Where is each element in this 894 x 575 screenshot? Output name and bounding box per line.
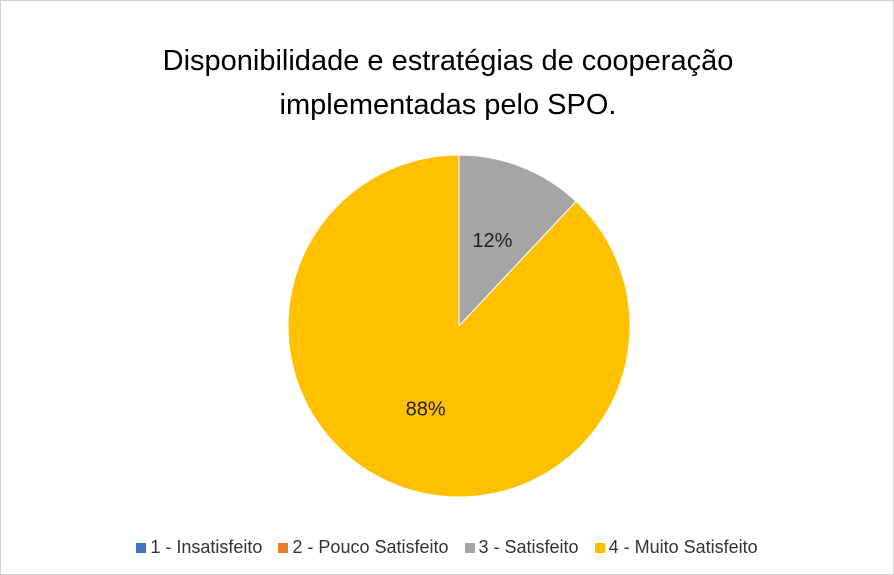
legend-swatch (278, 542, 289, 553)
legend-label: 2 - Pouco Satisfeito (292, 537, 449, 557)
legend-label: 3 - Satisfeito (478, 537, 579, 557)
legend-swatch (594, 542, 605, 553)
legend-swatch (136, 542, 147, 553)
data-label: 88% (406, 399, 446, 421)
pie-slice (458, 154, 577, 328)
legend-item: 1 - Insatisfeito (136, 537, 262, 558)
data-label: 12% (472, 230, 512, 252)
pie-slice (287, 154, 631, 498)
legend-item: 2 - Pouco Satisfeito (278, 537, 449, 558)
legend-label: 4 - Muito Satisfeito (608, 537, 758, 557)
legend: 1 - Insatisfeito 2 - Pouco Satisfeito 3 - … (1, 537, 893, 558)
legend-swatch (464, 542, 475, 553)
legend-item: 3 - Satisfeito (464, 537, 579, 558)
chart-title: Disponibilidade e estratégias de coopera… (162, 45, 734, 121)
legend-item: 4 - Muito Satisfeito (594, 537, 758, 558)
legend-label: 1 - Insatisfeito (150, 537, 263, 557)
